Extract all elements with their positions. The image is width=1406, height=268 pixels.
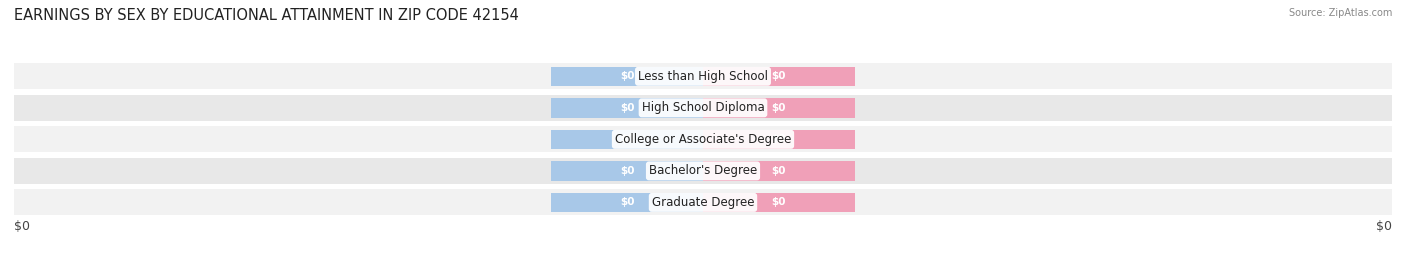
Bar: [703, 193, 855, 212]
Text: Graduate Degree: Graduate Degree: [652, 196, 754, 209]
Bar: [14, 63, 1392, 89]
Bar: [551, 66, 703, 86]
Bar: [14, 189, 1392, 215]
Text: $0: $0: [772, 166, 786, 176]
Bar: [14, 95, 1392, 121]
Text: $0: $0: [772, 134, 786, 144]
Bar: [551, 130, 703, 149]
Text: EARNINGS BY SEX BY EDUCATIONAL ATTAINMENT IN ZIP CODE 42154: EARNINGS BY SEX BY EDUCATIONAL ATTAINMEN…: [14, 8, 519, 23]
Bar: [551, 98, 703, 118]
Text: High School Diploma: High School Diploma: [641, 101, 765, 114]
Text: Bachelor's Degree: Bachelor's Degree: [650, 164, 756, 177]
Bar: [703, 98, 855, 118]
Bar: [551, 161, 703, 181]
Bar: [14, 158, 1392, 184]
Text: $0: $0: [1376, 220, 1392, 233]
Text: College or Associate's Degree: College or Associate's Degree: [614, 133, 792, 146]
Text: $0: $0: [772, 198, 786, 207]
Bar: [551, 193, 703, 212]
Text: $0: $0: [620, 166, 634, 176]
Text: $0: $0: [620, 198, 634, 207]
Bar: [703, 66, 855, 86]
Text: $0: $0: [620, 71, 634, 81]
Bar: [703, 161, 855, 181]
Bar: [14, 126, 1392, 152]
Text: Less than High School: Less than High School: [638, 70, 768, 83]
Text: Source: ZipAtlas.com: Source: ZipAtlas.com: [1288, 8, 1392, 18]
Text: $0: $0: [772, 103, 786, 113]
Bar: [703, 130, 855, 149]
Text: $0: $0: [620, 134, 634, 144]
Text: $0: $0: [14, 220, 30, 233]
Text: $0: $0: [772, 71, 786, 81]
Text: $0: $0: [620, 103, 634, 113]
